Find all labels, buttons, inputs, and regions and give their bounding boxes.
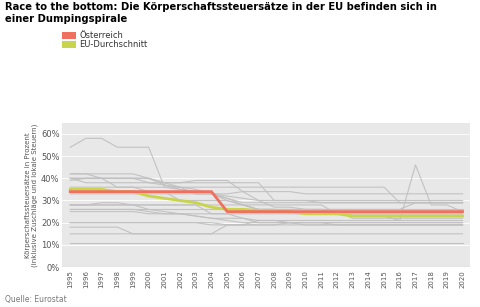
Text: EU-Durchschnitt: EU-Durchschnitt [79, 40, 147, 49]
Y-axis label: Körperschaftssteuersätze in Prozent
(inklusive Zuschläge und lokale Steuern): Körperschaftssteuersätze in Prozent (ink… [24, 123, 38, 267]
Text: einer Dumpingspirale: einer Dumpingspirale [5, 14, 127, 24]
Text: Österreich: Österreich [79, 31, 123, 40]
Text: Quelle: Eurostat: Quelle: Eurostat [5, 295, 67, 304]
Text: Race to the bottom: Die Körperschaftssteuersätze in der EU befinden sich in: Race to the bottom: Die Körperschaftsste… [5, 2, 437, 12]
